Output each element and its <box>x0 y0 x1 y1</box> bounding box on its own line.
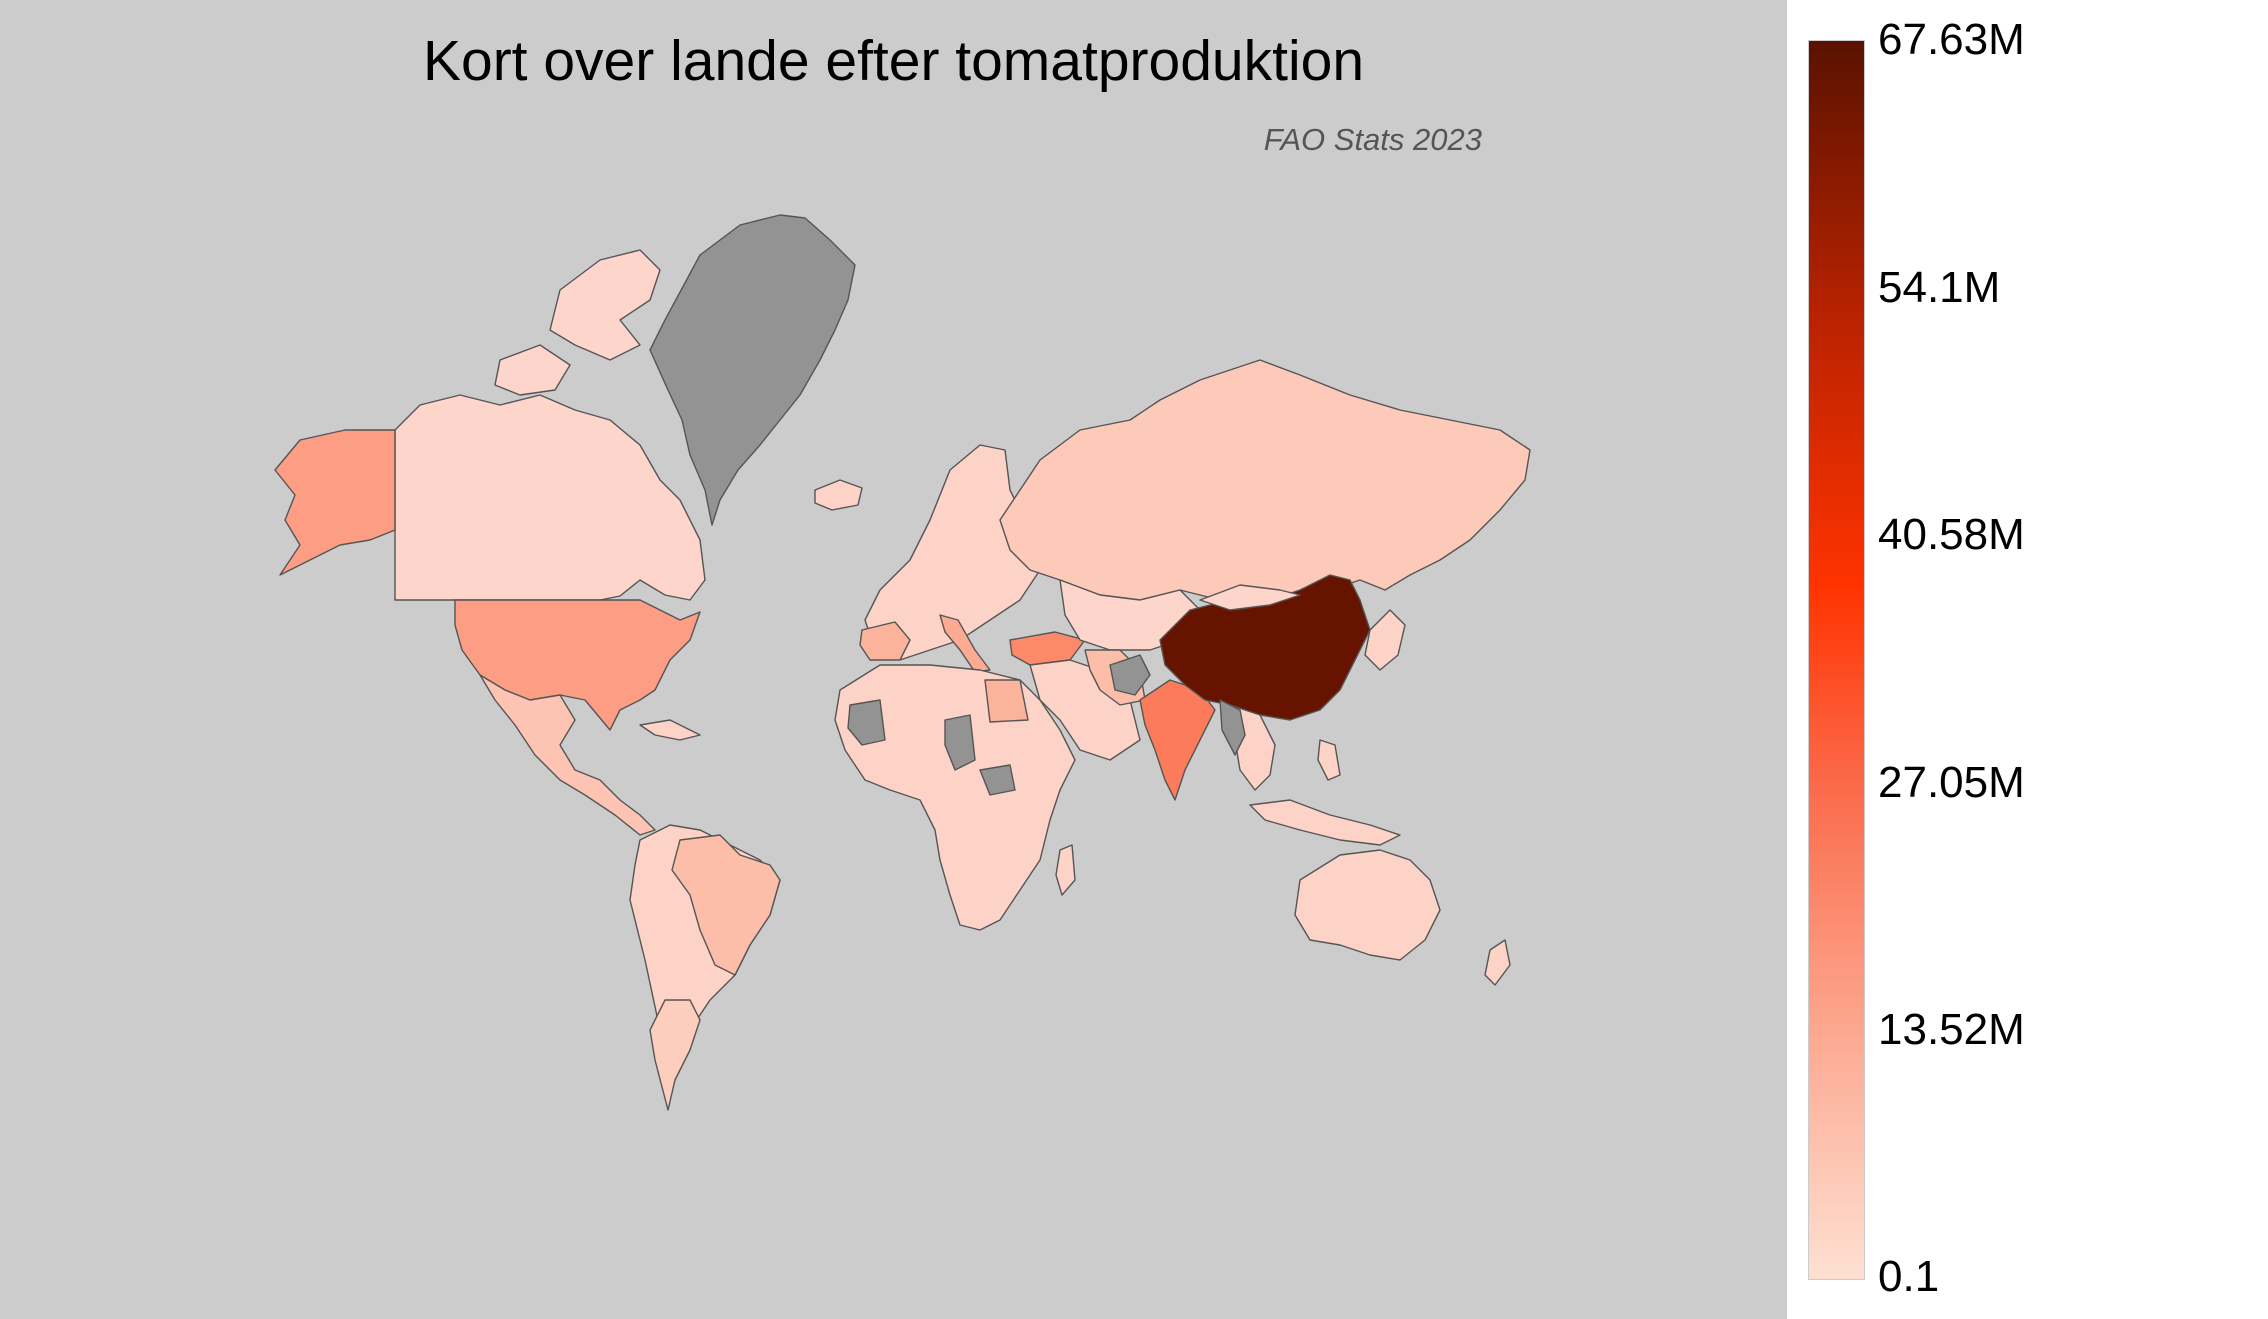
country-brazil[interactable] <box>671 834 781 976</box>
country-afghanistan[interactable] <box>1109 654 1151 696</box>
country-madagascar[interactable] <box>1055 844 1076 896</box>
country-mongolia[interactable] <box>1199 584 1301 611</box>
map-subtitle: FAO Stats 2023 <box>1263 122 1482 157</box>
map-title: Kort over lande efter tomatproduktion <box>422 29 1365 93</box>
country-mali[interactable] <box>847 699 886 746</box>
country-mexico[interactable] <box>479 674 656 836</box>
colorbar-tick-min: 0.1 <box>1878 1252 1940 1301</box>
country-canada-islands[interactable] <box>549 249 661 361</box>
country-myanmar[interactable] <box>1219 699 1246 756</box>
country-alaska[interactable] <box>274 429 396 576</box>
colorbar-tick-4: 27.05M <box>1878 758 2025 807</box>
country-canada[interactable] <box>394 394 706 601</box>
country-greenland[interactable] <box>649 214 856 526</box>
country-cuba[interactable] <box>639 719 701 741</box>
world-map <box>274 214 1531 1111</box>
country-indonesia[interactable] <box>1249 799 1401 846</box>
country-philippines[interactable] <box>1317 739 1341 781</box>
country-turkey[interactable] <box>1009 631 1086 666</box>
country-russia[interactable] <box>999 359 1531 601</box>
colorbar-tick-2: 54.1M <box>1878 263 2001 312</box>
country-egypt[interactable] <box>984 679 1029 723</box>
colorbar-tick-5: 13.52M <box>1878 1005 2025 1054</box>
country-canada-islands-2[interactable] <box>494 344 571 396</box>
country-spain[interactable] <box>859 621 911 661</box>
country-iceland[interactable] <box>814 479 863 511</box>
country-new-zealand[interactable] <box>1484 939 1511 986</box>
colorbar-tick-max: 67.63M <box>1878 15 2025 64</box>
colorbar <box>1808 40 1865 1280</box>
map-panel: Kort over lande efter tomatproduktion FA… <box>0 0 1787 1319</box>
country-australia[interactable] <box>1294 849 1441 961</box>
country-usa[interactable] <box>454 599 701 731</box>
country-chad[interactable] <box>944 714 976 771</box>
country-argentina[interactable] <box>649 999 701 1111</box>
country-africa[interactable] <box>834 664 1076 931</box>
country-japan[interactable] <box>1364 609 1406 671</box>
colorbar-tick-3: 40.58M <box>1878 510 2025 559</box>
country-south-sudan[interactable] <box>979 764 1016 796</box>
